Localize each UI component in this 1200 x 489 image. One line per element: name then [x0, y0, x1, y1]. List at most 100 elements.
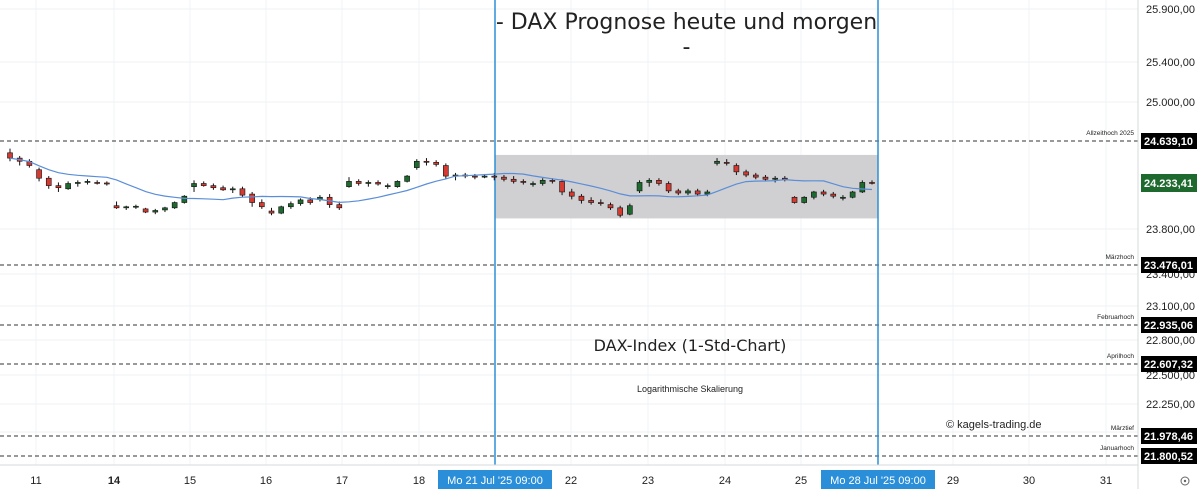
candle [714, 160, 720, 164]
candle [559, 181, 565, 193]
candle [481, 175, 488, 178]
candle [433, 162, 439, 165]
x-tick-label: 29 [947, 475, 959, 487]
candle [733, 165, 740, 173]
candle [229, 188, 236, 191]
level-name: Februarhoch [1097, 314, 1134, 321]
current-price: 24.233,41 [1144, 178, 1193, 190]
current-price-box [1141, 174, 1197, 192]
candle [627, 205, 633, 215]
candle [288, 203, 294, 208]
date-label: Mo 28 Jul '25 09:00 [830, 475, 926, 487]
candle [84, 181, 91, 183]
candle [539, 180, 546, 184]
candle [94, 182, 100, 184]
forecast-zone [495, 154, 878, 219]
x-tick-label: 11 [30, 475, 41, 487]
candle [762, 176, 769, 180]
level-name: Märzhoch [1105, 254, 1134, 261]
x-tick-label: 25 [795, 475, 807, 487]
candle [375, 182, 381, 185]
level-value: 23.476,01 [1144, 260, 1193, 272]
moving-average-line [9, 157, 873, 204]
y-tick-label: 25.400,00 [1146, 57, 1195, 69]
candle [249, 193, 255, 203]
candle [675, 190, 682, 194]
level-value: 22.935,06 [1144, 320, 1193, 332]
candle [133, 205, 139, 208]
candle [752, 174, 759, 178]
x-tick-label: 16 [260, 475, 272, 487]
level-value-box [1141, 428, 1197, 444]
x-tick-label: 23 [642, 475, 654, 487]
candle [598, 202, 604, 204]
y-tick-label: 22.500,00 [1146, 370, 1195, 382]
level-value: 21.800,52 [1144, 451, 1193, 463]
candle [200, 183, 207, 186]
candle [181, 195, 188, 203]
x-tick-label: 22 [565, 475, 577, 487]
candle [74, 182, 81, 184]
candle [36, 169, 42, 179]
candle [336, 204, 343, 209]
x-tick-label: 17 [336, 475, 348, 487]
x-tick-label: 15 [184, 475, 196, 487]
level-value-box [1141, 448, 1197, 464]
candle [268, 210, 275, 214]
candle [113, 205, 120, 209]
candle [239, 188, 246, 196]
candle [617, 207, 623, 216]
candle [355, 181, 362, 184]
y-tick-label: 22.250,00 [1146, 399, 1195, 411]
candle [820, 191, 827, 195]
candle [646, 180, 653, 183]
y-tick-label: 22.800,00 [1146, 335, 1195, 347]
candle [142, 208, 149, 213]
date-label: Mo 21 Jul '25 09:00 [447, 475, 543, 487]
y-tick-label: 23.100,00 [1146, 301, 1195, 313]
level-value: 24.639,10 [1144, 136, 1193, 148]
candle [704, 191, 711, 195]
candle [501, 176, 507, 180]
candle [656, 180, 662, 184]
chart-title: - DAX Prognose heute und morgen - [495, 10, 878, 60]
level-name: Aprilhoch [1107, 353, 1134, 360]
candle [491, 175, 498, 178]
candle [278, 206, 284, 214]
copyright: © kagels-trading.de [946, 419, 1042, 431]
candle [588, 200, 594, 203]
level-value-box [1141, 257, 1197, 273]
candle [665, 183, 672, 192]
x-tick-label: 30 [1023, 475, 1035, 487]
candle [443, 165, 449, 177]
level-value-box [1141, 356, 1197, 372]
candle [801, 196, 808, 203]
candle [811, 191, 817, 198]
candle [530, 183, 536, 185]
candle [210, 185, 217, 189]
candle [152, 210, 159, 213]
candle [830, 193, 837, 197]
candle [307, 199, 314, 203]
chart-subtitle: DAX-Index (1-Std-Chart) [593, 336, 787, 355]
x-tick-label: 31 [1100, 475, 1112, 487]
settings-icon[interactable] [1180, 476, 1190, 486]
candle [849, 191, 856, 198]
candle [297, 199, 304, 204]
candle [191, 183, 197, 187]
candle [694, 190, 701, 195]
candle [7, 152, 13, 159]
candle [840, 196, 846, 199]
candle [413, 160, 420, 168]
candle [772, 177, 778, 180]
level-name: Märztief [1111, 425, 1134, 432]
candle [869, 182, 875, 184]
date-label-box [438, 470, 552, 489]
candle [723, 162, 730, 164]
level-value: 21.978,46 [1144, 431, 1193, 443]
candle [365, 182, 372, 184]
candle [259, 202, 265, 208]
candle [510, 178, 517, 182]
candle [162, 207, 168, 211]
